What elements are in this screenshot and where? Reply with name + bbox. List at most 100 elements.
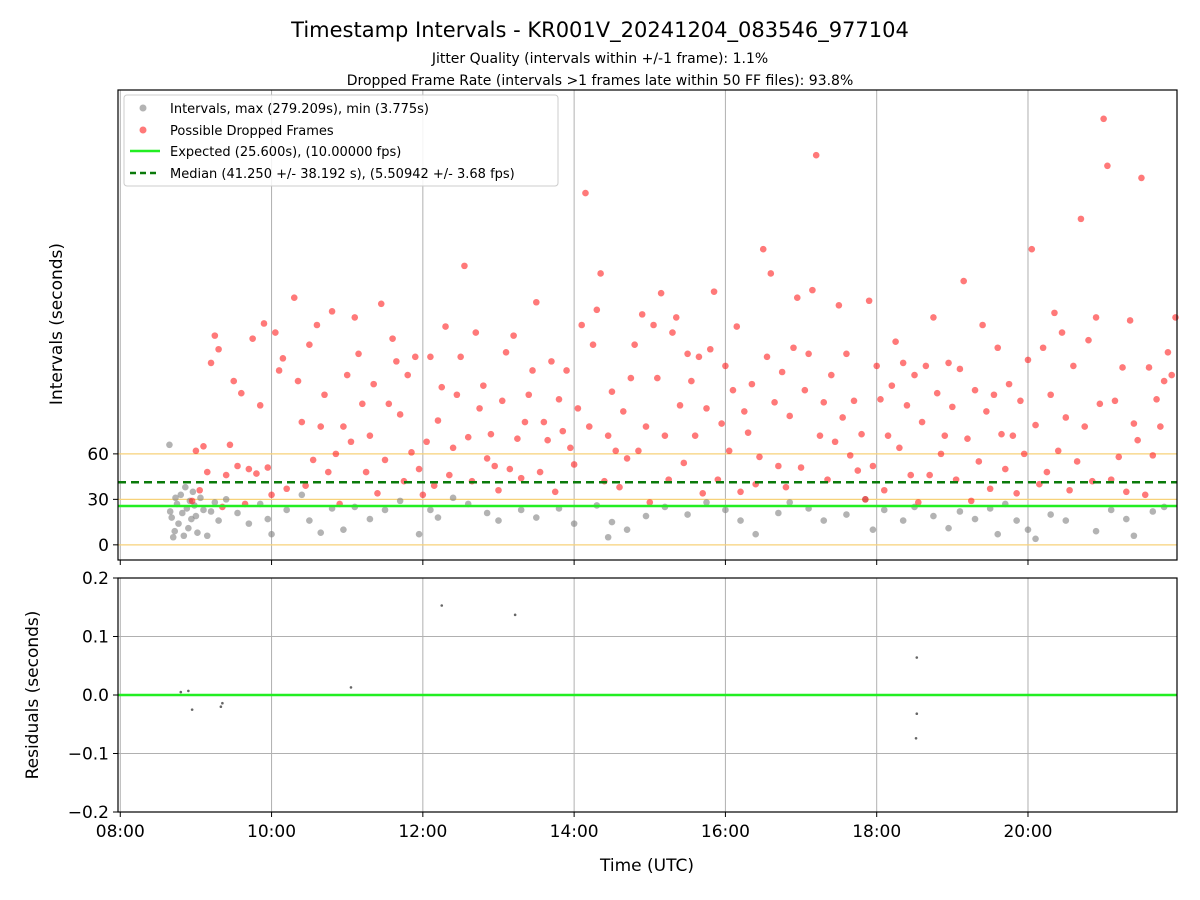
interval-point xyxy=(415,530,423,538)
dropped-frame-point xyxy=(1058,329,1066,336)
dropped-frame-point xyxy=(237,389,245,397)
dropped-frame-point xyxy=(612,447,620,455)
dropped-frame-point xyxy=(926,471,933,479)
legend-label-expected: Expected (25.600s), (10.00000 fps) xyxy=(170,145,401,160)
dropped-frame-point xyxy=(517,474,525,482)
dropped-frame-point xyxy=(340,423,347,430)
interval-point xyxy=(182,483,189,491)
top-y-tick-label: 30 xyxy=(87,490,109,510)
dropped-frame-point xyxy=(733,323,741,330)
interval-point xyxy=(971,515,979,523)
dropped-frame-point xyxy=(480,382,487,389)
dropped-frame-point xyxy=(937,450,945,458)
dropped-frame-point xyxy=(324,468,332,476)
dropped-frame-point xyxy=(249,335,256,342)
dropped-frame-point xyxy=(1149,452,1157,459)
bottom-y-tick-label: 0.1 xyxy=(82,628,109,648)
bottom-y-axis-label: Residuals (seconds) xyxy=(23,611,43,780)
bottom-y-tick-label: −0.1 xyxy=(68,745,109,765)
dropped-frame-point xyxy=(631,341,638,349)
dropped-frame-point xyxy=(775,462,782,470)
dropped-frame-point xyxy=(389,335,396,342)
dropped-frame-point xyxy=(1164,348,1172,356)
dropped-frame-point xyxy=(438,383,446,391)
interval-point xyxy=(175,520,182,527)
interval-point xyxy=(1130,532,1138,540)
dropped-frame-point xyxy=(688,377,695,385)
dropped-frame-point xyxy=(1047,391,1054,399)
bottom-x-tick-label: 10:00 xyxy=(247,822,296,842)
interval-point xyxy=(930,512,937,520)
bottom-x-tick-label: 16:00 xyxy=(701,822,750,842)
interval-point xyxy=(171,527,179,535)
dropped-frame-point xyxy=(544,436,551,444)
dropped-frame-point xyxy=(536,468,544,476)
interval-point xyxy=(1013,517,1020,524)
dropped-frame-point xyxy=(427,353,434,361)
dropped-frame-point xyxy=(203,468,211,476)
dropped-frame-point xyxy=(706,345,714,353)
dropped-frame-point xyxy=(691,432,699,439)
dropped-frame-point xyxy=(986,485,994,493)
dropped-frame-point xyxy=(215,345,222,353)
dropped-frame-point xyxy=(1039,344,1047,352)
interval-point xyxy=(1149,508,1157,515)
dropped-frame-point xyxy=(188,497,196,505)
dropped-frame-point xyxy=(782,483,790,491)
interval-point xyxy=(786,499,794,506)
interval-point xyxy=(737,517,744,524)
interval-point xyxy=(623,526,631,533)
dropped-frame-point xyxy=(1017,397,1024,405)
dropped-frame-point xyxy=(1096,400,1104,408)
dropped-frame-point xyxy=(498,397,506,405)
dropped-frame-point xyxy=(355,350,362,358)
dropped-frame-point xyxy=(1134,436,1141,444)
dropped-frame-point xyxy=(650,321,657,329)
dropped-frame-point xyxy=(778,368,786,376)
dropped-frame-point xyxy=(377,300,385,308)
dropped-frame-point xyxy=(608,388,616,396)
dropped-frame-point xyxy=(359,400,366,408)
dropped-frame-point xyxy=(521,418,529,426)
bottom-x-tick-label: 18:00 xyxy=(852,822,901,842)
legend-gray-marker xyxy=(139,104,147,112)
dropped-frame-point xyxy=(744,429,752,436)
residual-point xyxy=(219,705,223,708)
x-axis-label: Time (UTC) xyxy=(599,856,694,876)
legend-label-intervals: Intervals, max (279.209s), min (3.775s) xyxy=(170,102,429,117)
dropped-frame-point xyxy=(555,395,563,403)
dropped-frame-point xyxy=(767,270,775,277)
bottom-y-tick-label: 0.2 xyxy=(82,569,109,589)
dropped-frame-point xyxy=(820,399,828,406)
dropped-frame-point xyxy=(669,329,676,336)
interval-point xyxy=(177,491,185,499)
interval-point xyxy=(517,506,525,514)
residual-point xyxy=(190,708,194,711)
dropped-frame-point xyxy=(529,367,536,374)
dropped-frame-point xyxy=(570,461,578,468)
dropped-frame-point xyxy=(309,456,317,464)
dropped-frame-point xyxy=(812,151,820,159)
dropped-frame-point xyxy=(283,485,290,493)
dropped-frame-point xyxy=(967,497,975,505)
chart-title: Timestamp Intervals - KR001V_20241204_08… xyxy=(290,18,909,43)
dropped-frame-point xyxy=(725,447,733,455)
interval-point xyxy=(880,506,888,514)
bottom-y-tick-label: −0.2 xyxy=(68,803,109,823)
dropped-frame-point xyxy=(597,270,604,277)
dropped-frame-point xyxy=(1073,458,1081,465)
dropped-frame-point xyxy=(1036,480,1043,488)
dropped-frame-point xyxy=(873,362,880,370)
interval-point xyxy=(1024,526,1032,533)
dropped-frame-point xyxy=(514,435,521,443)
dropped-frame-point xyxy=(234,462,241,470)
interval-point xyxy=(843,511,850,518)
dropped-frame-point xyxy=(393,358,400,365)
dropped-frame-point xyxy=(862,496,869,503)
dropped-frame-point xyxy=(1160,377,1168,385)
bottom-x-tick-label: 08:00 xyxy=(96,822,145,842)
dropped-frame-point xyxy=(956,365,964,373)
residual-point xyxy=(349,686,353,689)
dropped-frame-point xyxy=(449,444,457,452)
interval-point xyxy=(994,530,1002,538)
